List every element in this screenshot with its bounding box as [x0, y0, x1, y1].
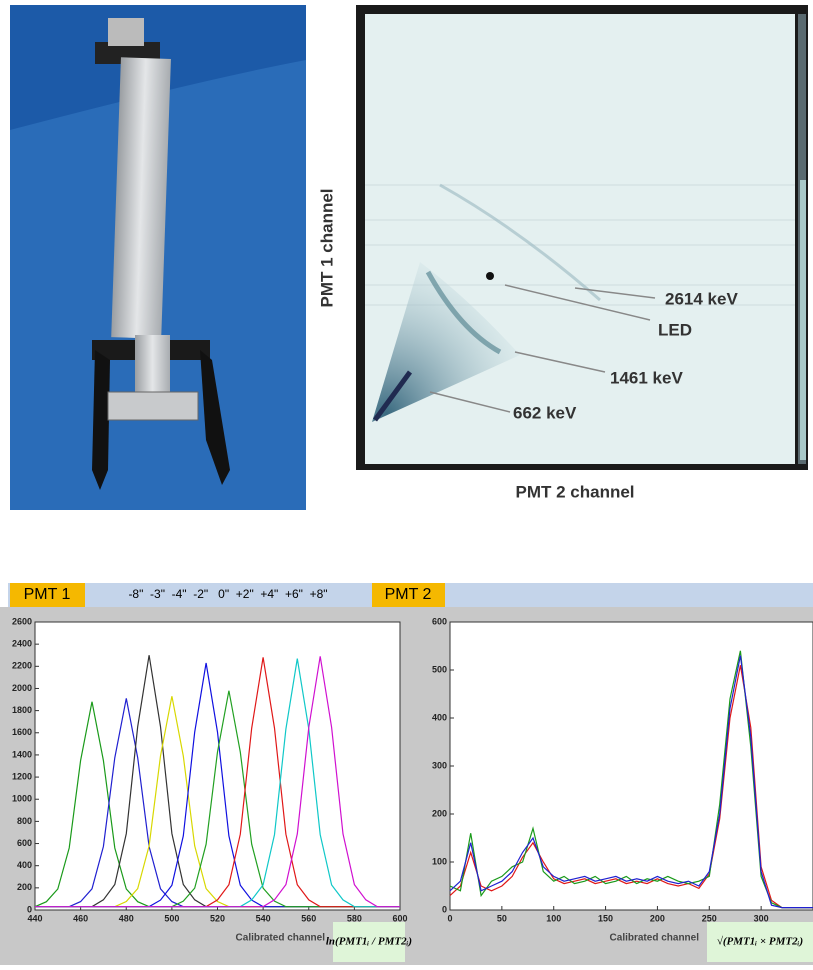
photo: [10, 5, 306, 510]
series-line: [449, 665, 813, 909]
y-tick-label: 100: [432, 856, 447, 866]
y-tick-label: 2600: [12, 616, 32, 626]
y-tick-label: 1800: [12, 705, 32, 715]
x-tick-label: 50: [497, 913, 507, 923]
y-tick-label: 1200: [12, 771, 32, 781]
x-tick-label: 520: [210, 913, 225, 923]
x-tick-label: 100: [546, 913, 561, 923]
y-tick-label: 2200: [12, 661, 32, 671]
y-tick-label: 0: [442, 904, 447, 914]
series-line: [449, 655, 813, 909]
x-tick-label: 600: [392, 913, 407, 923]
formula: √(PMT1ᵢ × PMT2ᵢ): [717, 936, 803, 948]
x-tick-label: 300: [754, 913, 769, 923]
y-tick-label: 400: [432, 712, 447, 722]
x-axis-label: PMT 2 channel: [515, 482, 634, 501]
scatter-panel: 2614 keV LED 1461 keV 662 keV PMT 2 chan…: [317, 5, 808, 501]
x-axis-label: Calibrated channel: [610, 933, 700, 944]
formula-box: [333, 922, 405, 962]
y-tick-label: 600: [432, 616, 447, 626]
y-tick-label: 400: [17, 860, 32, 870]
header: PMT 1 -8" -3" -4" -2" 0" +2" +4" +6" +8"…: [8, 583, 813, 607]
x-tick-label: 500: [164, 913, 179, 923]
x-tick-label: 460: [73, 913, 88, 923]
y-tick-label: 200: [17, 882, 32, 892]
x-tick-label: 480: [119, 913, 134, 923]
offset-labels: -8" -3" -4" -2" 0" +2" +4" +6" +8": [128, 587, 327, 601]
y-tick-label: 2000: [12, 683, 32, 693]
y-tick-label: 2400: [12, 639, 32, 649]
y-tick-label: 500: [432, 664, 447, 674]
y-tick-label: 1000: [12, 794, 32, 804]
y-tick-label: 1400: [12, 749, 32, 759]
annotation: LED: [658, 320, 692, 339]
x-tick-label: 440: [27, 913, 42, 923]
formula: ln(PMT1ᵢ / PMT2ᵢ): [326, 936, 412, 948]
y-tick-label: 300: [432, 760, 447, 770]
x-tick-label: 200: [650, 913, 665, 923]
formula-box: [707, 922, 813, 962]
x-tick-label: 0: [447, 913, 452, 923]
y-tick-label: 1600: [12, 727, 32, 737]
series-line: [35, 656, 400, 908]
x-tick-label: 560: [301, 913, 316, 923]
pmt1-label: PMT 1: [24, 586, 71, 603]
plot-area: [34, 621, 401, 911]
annotation: 2614 keV: [665, 289, 738, 308]
y-tick-label: 800: [17, 816, 32, 826]
y-tick-label: 600: [17, 838, 32, 848]
y-tick-label: 200: [432, 808, 447, 818]
x-tick-label: 250: [702, 913, 717, 923]
x-tick-label: 580: [347, 913, 362, 923]
annotation: 1461 keV: [610, 368, 683, 387]
y-axis-label: PMT 1 channel: [317, 188, 336, 307]
x-tick-label: 540: [256, 913, 271, 923]
annotation: 662 keV: [513, 403, 577, 422]
y-tick-label: 0: [27, 904, 32, 914]
x-axis-label: Calibrated channel: [236, 933, 326, 944]
x-tick-label: 150: [598, 913, 613, 923]
plot-area: [449, 621, 813, 911]
pmt2-label: PMT 2: [385, 586, 432, 603]
